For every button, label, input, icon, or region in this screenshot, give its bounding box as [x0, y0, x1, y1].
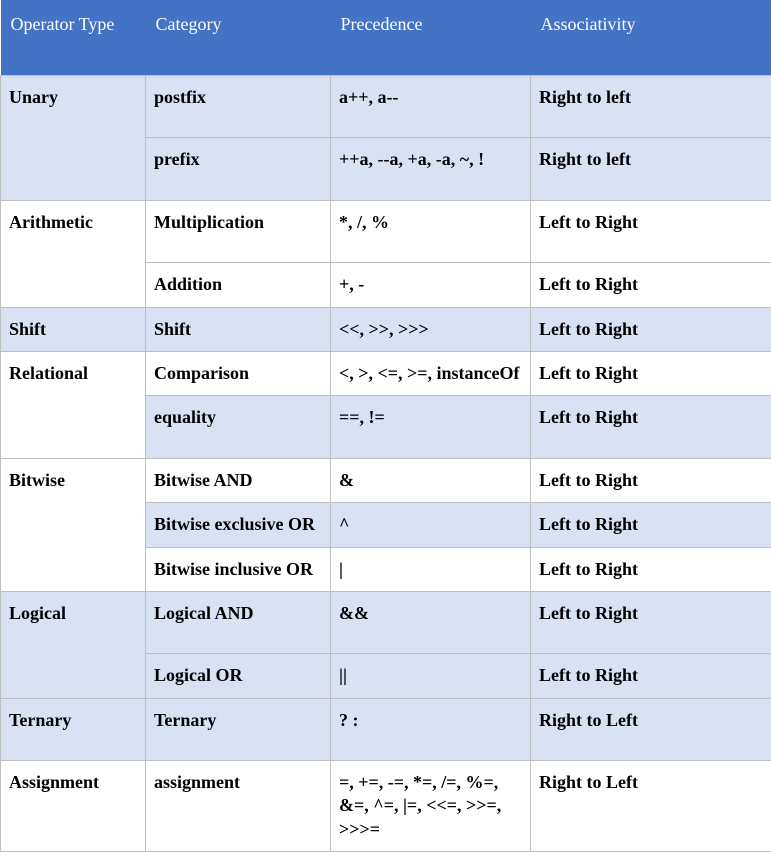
cell-precedence: +, - — [331, 263, 531, 307]
cell-category: Shift — [146, 307, 331, 351]
cell-associativity: Left to Right — [531, 351, 771, 395]
table-row: RelationalComparison<, >, <=, >=, instan… — [1, 351, 771, 395]
cell-precedence: <<, >>, >>> — [331, 307, 531, 351]
cell-precedence: =, +=, -=, *=, /=, %=, &=, ^=, |=, <<=, … — [331, 761, 531, 852]
table-row: ShiftShift<<, >>, >>>Left to Right — [1, 307, 771, 351]
table-row: LogicalLogical AND&&Left to Right — [1, 591, 771, 653]
header-category: Category — [146, 0, 331, 76]
operator-precedence-table: Operator Type Category Precedence Associ… — [0, 0, 771, 852]
cell-precedence: || — [331, 654, 531, 698]
cell-precedence: ++a, --a, +a, -a, ~, ! — [331, 138, 531, 200]
table-row: Unarypostfixa++, a--Right to left — [1, 76, 771, 138]
cell-associativity: Left to Right — [531, 654, 771, 698]
header-associativity: Associativity — [531, 0, 771, 76]
cell-precedence: & — [331, 458, 531, 502]
header-precedence: Precedence — [331, 0, 531, 76]
cell-associativity: Left to Right — [531, 591, 771, 653]
cell-associativity: Right to left — [531, 138, 771, 200]
table: Operator Type Category Precedence Associ… — [0, 0, 771, 852]
cell-category: Addition — [146, 263, 331, 307]
cell-category: Logical OR — [146, 654, 331, 698]
cell-operator-type: Assignment — [1, 761, 146, 852]
cell-category: Multiplication — [146, 200, 331, 262]
cell-precedence: ? : — [331, 698, 531, 760]
cell-operator-type: Logical — [1, 591, 146, 698]
cell-associativity: Right to Left — [531, 698, 771, 760]
cell-associativity: Left to Right — [531, 458, 771, 502]
table-row: TernaryTernary? :Right to Left — [1, 698, 771, 760]
cell-associativity: Left to Right — [531, 396, 771, 458]
table-body: Unarypostfixa++, a--Right to leftprefix+… — [1, 76, 771, 852]
cell-operator-type: Bitwise — [1, 458, 146, 591]
header-row: Operator Type Category Precedence Associ… — [1, 0, 771, 76]
cell-precedence: *, /, % — [331, 200, 531, 262]
cell-associativity: Left to Right — [531, 503, 771, 547]
cell-category: Bitwise AND — [146, 458, 331, 502]
cell-associativity: Left to Right — [531, 200, 771, 262]
cell-associativity: Left to Right — [531, 307, 771, 351]
cell-category: Bitwise inclusive OR — [146, 547, 331, 591]
header-operator-type: Operator Type — [1, 0, 146, 76]
cell-precedence: | — [331, 547, 531, 591]
cell-category: Ternary — [146, 698, 331, 760]
cell-operator-type: Unary — [1, 76, 146, 201]
cell-precedence: ^ — [331, 503, 531, 547]
cell-associativity: Left to Right — [531, 263, 771, 307]
table-row: Assignmentassignment=, +=, -=, *=, /=, %… — [1, 761, 771, 852]
cell-operator-type: Relational — [1, 351, 146, 458]
cell-category: Bitwise exclusive OR — [146, 503, 331, 547]
cell-precedence: a++, a-- — [331, 76, 531, 138]
table-row: ArithmeticMultiplication*, /, %Left to R… — [1, 200, 771, 262]
table-row: BitwiseBitwise AND&Left to Right — [1, 458, 771, 502]
cell-associativity: Right to left — [531, 76, 771, 138]
cell-category: Logical AND — [146, 591, 331, 653]
table-header: Operator Type Category Precedence Associ… — [1, 0, 771, 76]
cell-category: Comparison — [146, 351, 331, 395]
cell-category: postfix — [146, 76, 331, 138]
cell-precedence: && — [331, 591, 531, 653]
cell-category: assignment — [146, 761, 331, 852]
cell-associativity: Right to Left — [531, 761, 771, 852]
cell-associativity: Left to Right — [531, 547, 771, 591]
cell-precedence: ==, != — [331, 396, 531, 458]
cell-operator-type: Shift — [1, 307, 146, 351]
cell-operator-type: Arithmetic — [1, 200, 146, 307]
cell-operator-type: Ternary — [1, 698, 146, 760]
cell-precedence: <, >, <=, >=, instanceOf — [331, 351, 531, 395]
cell-category: prefix — [146, 138, 331, 200]
cell-category: equality — [146, 396, 331, 458]
